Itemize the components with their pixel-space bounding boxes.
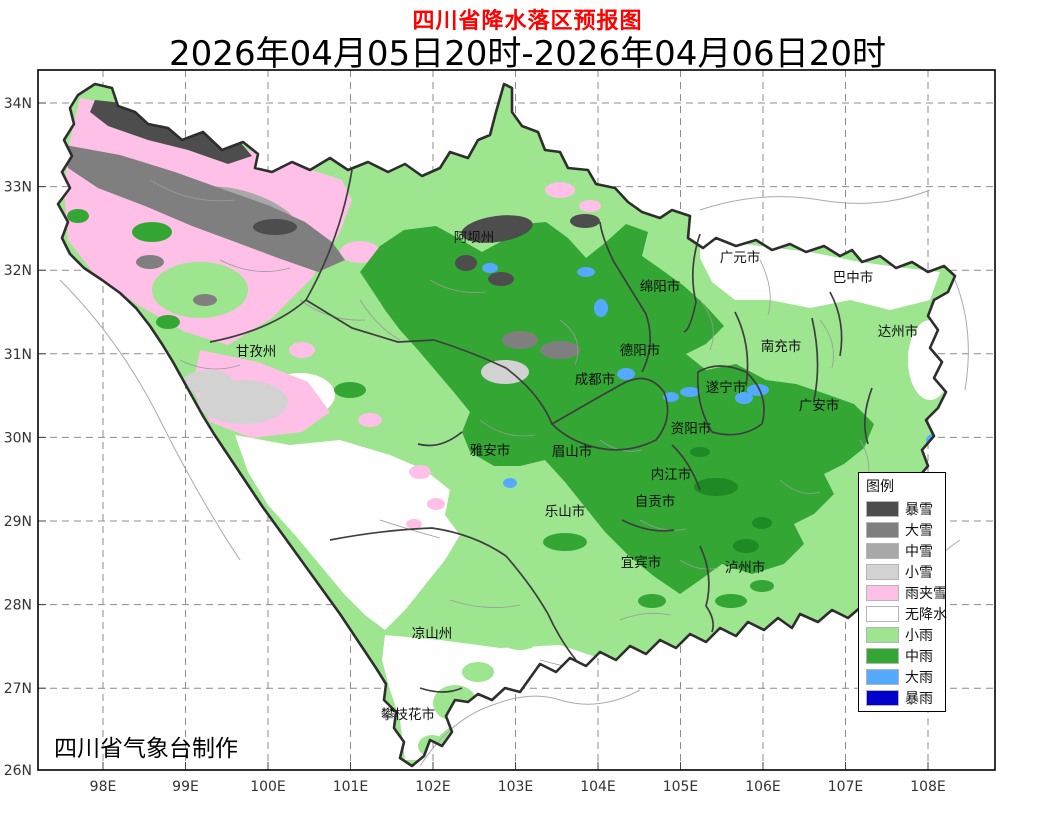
legend-swatch	[866, 605, 899, 622]
x-tick-label: 104E	[580, 779, 616, 795]
legend-item: 大雨	[866, 666, 945, 687]
legend-item: 中雨	[866, 645, 945, 666]
legend-label: 中雨	[905, 648, 933, 665]
y-tick-label: 26N	[4, 763, 32, 779]
city-label: 泸州市	[725, 559, 766, 576]
y-tick-label: 32N	[4, 263, 32, 279]
legend-swatch	[866, 626, 899, 643]
region-heavy-snow	[65, 145, 580, 359]
legend-label: 无降水	[905, 606, 947, 623]
legend-box: 图例 暴雪大雪中雪小雪雨夹雪无降水小雨中雨大雨暴雨	[858, 472, 947, 712]
x-tick-label: 103E	[498, 779, 534, 795]
legend-swatch	[866, 584, 899, 601]
city-label: 南充市	[761, 338, 802, 355]
x-tick-label: 107E	[828, 779, 864, 795]
city-label: 宜宾市	[621, 554, 662, 571]
legend-label: 大雨	[905, 669, 933, 686]
x-tick-label: 98E	[90, 779, 117, 795]
legend-swatch	[866, 668, 899, 685]
city-label: 遂宁市	[706, 379, 747, 396]
city-label: 巴中市	[833, 269, 874, 286]
precipitation-regions	[58, 84, 955, 766]
y-tick-label: 31N	[4, 347, 32, 363]
legend-label: 大雪	[905, 522, 933, 539]
legend-item: 小雨	[866, 624, 945, 645]
region-moderate-rain-dark	[690, 447, 772, 553]
prefecture-boundaries	[209, 169, 873, 693]
legend-label: 雨夹雪	[905, 585, 947, 602]
y-tick-label: 29N	[4, 514, 32, 530]
x-tick-label: 102E	[415, 779, 451, 795]
x-tick-label: 105E	[663, 779, 699, 795]
city-label: 资阳市	[671, 420, 712, 437]
city-label: 乐山市	[545, 503, 586, 520]
city-label: 德阳市	[620, 342, 661, 359]
x-tick-label: 106E	[745, 779, 781, 795]
legend-title: 图例	[866, 479, 894, 495]
legend-item: 暴雪	[866, 498, 945, 519]
map-frame	[37, 69, 996, 771]
x-tick-label: 108E	[910, 779, 946, 795]
y-tick-label: 34N	[4, 96, 32, 112]
legend-swatch	[866, 563, 899, 580]
legend-item: 暴雨	[866, 687, 945, 708]
legend-item: 雨夹雪	[866, 582, 947, 603]
legend-item: 大雪	[866, 519, 945, 540]
legend-swatch	[866, 542, 899, 559]
legend-label: 小雪	[905, 564, 933, 581]
x-tick-label: 101E	[333, 779, 369, 795]
legend-swatch	[866, 647, 899, 664]
city-label: 内江市	[651, 466, 692, 483]
x-tick-label: 99E	[172, 779, 199, 795]
city-label: 雅安市	[470, 442, 511, 459]
y-tick-label: 28N	[4, 598, 32, 614]
legend-swatch	[866, 689, 899, 706]
legend-item: 中雪	[866, 540, 945, 561]
legend-label: 中雪	[905, 543, 933, 560]
city-label: 达州市	[878, 323, 919, 340]
credit-text: 四川省气象台制作	[54, 736, 238, 762]
forecast-period: 2026年04月05日20时-2026年04月06日20时	[169, 34, 886, 74]
city-label: 甘孜州	[236, 344, 277, 360]
legend-label: 小雨	[905, 627, 933, 644]
legend-swatch	[866, 500, 899, 517]
city-label: 成都市	[575, 371, 616, 388]
legend-items: 暴雪大雪中雪小雪雨夹雪无降水小雨中雨大雨暴雨	[866, 498, 947, 708]
legend-item: 小雪	[866, 561, 945, 582]
y-tick-label: 33N	[4, 180, 32, 196]
y-tick-label: 30N	[4, 430, 32, 446]
city-label: 广安市	[799, 397, 840, 414]
legend-label: 暴雪	[905, 501, 933, 518]
city-label: 凉山州	[412, 626, 453, 642]
legend-swatch	[866, 521, 899, 538]
legend-label: 暴雨	[905, 690, 933, 707]
x-tick-label: 100E	[250, 779, 286, 795]
legend-item: 无降水	[866, 603, 947, 624]
city-label: 绵阳市	[640, 278, 681, 295]
y-tick-label: 27N	[4, 681, 32, 697]
city-label: 眉山市	[552, 443, 593, 460]
region-moderate-rain	[67, 209, 874, 608]
page-title: 四川省降水落区预报图	[412, 9, 643, 34]
city-label: 攀枝花市	[381, 706, 435, 723]
city-label: 广元市	[720, 249, 761, 266]
city-label: 自贡市	[635, 493, 676, 510]
city-label: 阿坝州	[454, 230, 495, 246]
